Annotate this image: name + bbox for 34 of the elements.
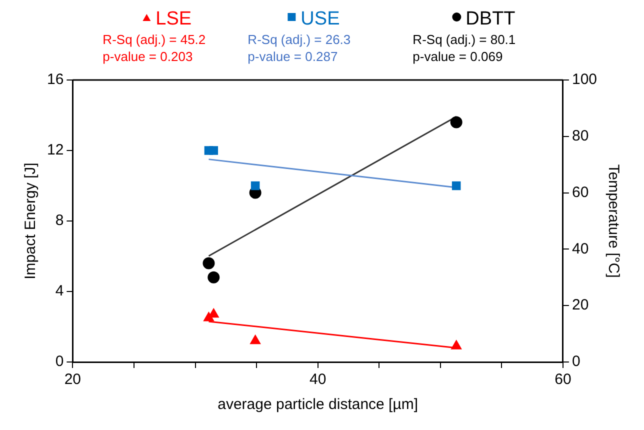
y-tick-label: 0 — [55, 353, 64, 370]
x-tick-label: 60 — [554, 371, 572, 388]
x-tick-label: 20 — [64, 371, 82, 388]
text: R-Sq (adj.) = 26.3 — [248, 32, 351, 48]
y2-tick-label: 60 — [572, 184, 589, 201]
text: p-value = 0.203 — [102, 49, 193, 64]
point — [452, 181, 461, 190]
text: p-value = 0.069 — [412, 49, 503, 64]
y-tick-label: 16 — [46, 71, 64, 88]
x-tick-label: 40 — [309, 371, 326, 388]
y-tick-label: 8 — [55, 212, 64, 230]
text: p-value = 0.287 — [248, 49, 338, 64]
y-tick-label: 4 — [55, 282, 64, 300]
point — [208, 271, 220, 284]
point — [451, 340, 462, 350]
point — [250, 181, 260, 190]
point — [202, 257, 215, 270]
y2-axis-title: Temperature [°C] — [604, 164, 622, 278]
y2-tick-label: 100 — [572, 71, 598, 88]
text: R-Sq (adj.) = 80.1 — [412, 32, 516, 48]
x-axis-title: average particle distance [µm] — [218, 396, 418, 414]
legend-label: DBTT — [466, 8, 516, 30]
legend-label: USE — [300, 8, 340, 30]
y2-tick-label: 0 — [572, 353, 580, 370]
legend-label: LSE — [156, 8, 192, 30]
point — [209, 146, 218, 155]
point — [250, 334, 261, 344]
text: R-Sq (adj.) = 45.2 — [102, 32, 206, 48]
y2-tick-label: 80 — [572, 128, 589, 145]
y2-tick-label: 20 — [572, 296, 589, 314]
y2-tick-label: 40 — [572, 240, 589, 258]
y-tick-label: 12 — [46, 142, 64, 159]
point — [450, 116, 462, 128]
y-axis-title: Impact Energy [J] — [22, 162, 40, 280]
